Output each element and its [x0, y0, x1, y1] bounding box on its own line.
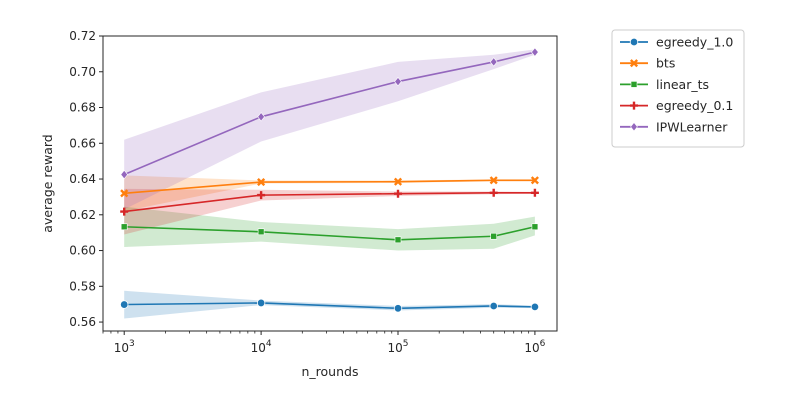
data-point — [120, 300, 129, 309]
data-point — [394, 76, 402, 87]
data-point — [530, 188, 539, 197]
x-tick-label: 104 — [251, 339, 272, 355]
data-point — [489, 301, 498, 311]
data-point — [393, 177, 403, 186]
data-point — [120, 207, 129, 216]
confidence-band-egreedy_1.0 — [124, 290, 535, 319]
legend-label: bts — [656, 56, 675, 71]
data-point — [490, 232, 497, 240]
data-point — [257, 228, 265, 236]
legend-label: egreedy_0.1 — [656, 98, 733, 113]
data-point — [489, 57, 498, 67]
markers-egreedy_0.1 — [120, 188, 539, 216]
data-point — [120, 223, 128, 231]
markers-IPWLearner — [120, 47, 539, 180]
confidence-band-linear_ts — [124, 206, 535, 251]
data-point — [120, 169, 128, 180]
y-tick-label: 0.68 — [69, 101, 96, 115]
y-tick-label: 0.56 — [69, 315, 96, 329]
data-point — [120, 189, 129, 198]
data-point — [256, 298, 266, 308]
legend-item-IPWLearner: IPWLearner — [620, 119, 728, 134]
x-tick-label: 103 — [114, 339, 135, 355]
data-point — [530, 302, 540, 312]
data-point — [629, 59, 639, 68]
data-point — [489, 188, 498, 197]
confidence-band-IPWLearner — [124, 49, 535, 210]
legend-item-egreedy_1.0: egreedy_1.0 — [620, 35, 733, 50]
data-point — [630, 122, 638, 132]
x-tick-label: 106 — [524, 339, 545, 355]
data-point — [530, 176, 539, 185]
x-tick-label: 105 — [387, 339, 408, 355]
legend-box — [611, 29, 745, 148]
x-axis-ticks: 103 104 105 106 — [102, 331, 546, 355]
data-point — [489, 176, 498, 185]
markers-linear_ts — [120, 223, 539, 244]
data-point — [531, 47, 539, 57]
y-tick-label: 0.72 — [69, 29, 96, 43]
data-point — [257, 112, 265, 122]
data-point — [394, 189, 403, 198]
series-markers — [120, 47, 540, 313]
plot-frame — [102, 35, 558, 332]
legend-item-bts: bts — [620, 56, 675, 71]
y-tick-label: 0.70 — [69, 65, 96, 79]
data-point — [630, 101, 638, 110]
y-tick-label: 0.58 — [69, 279, 96, 293]
data-point — [630, 81, 638, 88]
y-tick-label: 0.62 — [69, 208, 96, 222]
x-axis-label: n_rounds — [302, 364, 359, 379]
legend-label: linear_ts — [656, 77, 709, 92]
y-tick-label: 0.66 — [69, 136, 96, 150]
data-point — [257, 178, 266, 187]
markers-bts — [120, 176, 539, 198]
legend-label: egreedy_1.0 — [656, 35, 733, 50]
data-point — [393, 304, 403, 313]
data-point — [394, 236, 402, 244]
data-point — [629, 37, 639, 47]
legend-item-egreedy_0.1: egreedy_0.1 — [620, 98, 733, 113]
data-point — [531, 223, 539, 231]
y-axis-label: average reward — [40, 134, 55, 232]
legend-item-linear_ts: linear_ts — [620, 77, 709, 92]
data-point — [257, 191, 266, 200]
confidence-band-egreedy_0.1 — [124, 188, 535, 235]
y-tick-label: 0.60 — [69, 244, 96, 258]
confidence-bands — [124, 49, 535, 319]
legend-label: IPWLearner — [656, 119, 728, 134]
y-axis-ticks: 0.56 0.58 0.60 0.62 0.64 0.66 0.68 0.70 0.72 — [69, 29, 103, 329]
y-tick-label: 0.64 — [69, 172, 96, 186]
markers-egreedy_1.0 — [120, 298, 540, 313]
